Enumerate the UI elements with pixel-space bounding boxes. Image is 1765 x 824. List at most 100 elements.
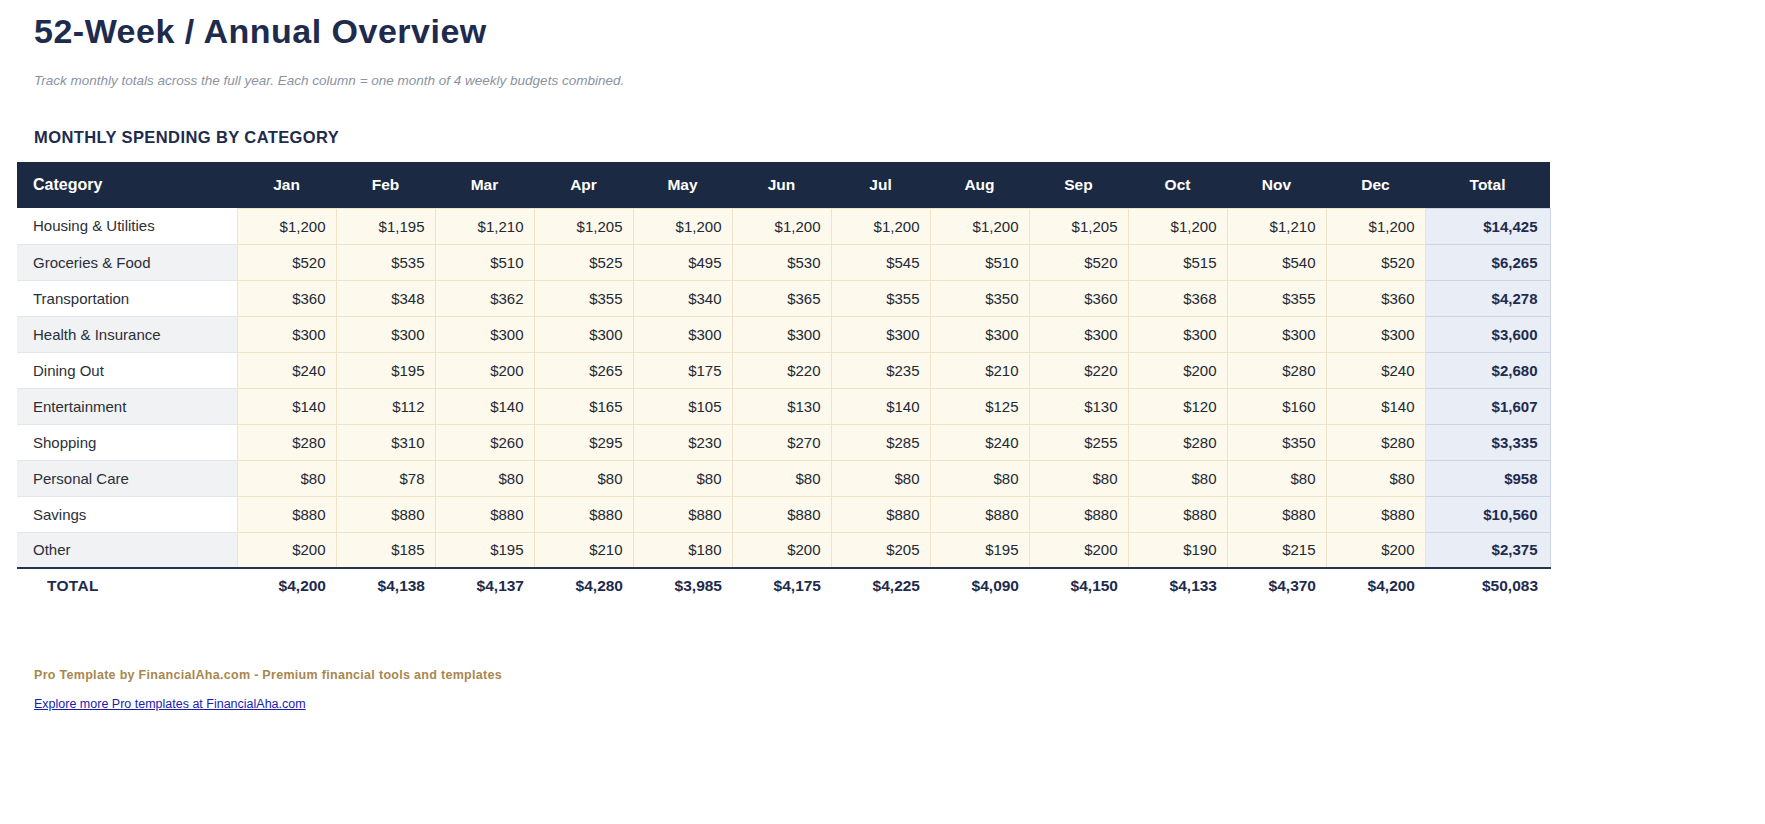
month-value-cell-may: $300 bbox=[633, 316, 732, 352]
category-cell: Other bbox=[17, 532, 237, 568]
month-value-cell-may: $230 bbox=[633, 424, 732, 460]
table-row: Groceries & Food$520$535$510$525$495$530… bbox=[17, 244, 1550, 280]
month-value-cell-jul: $205 bbox=[831, 532, 930, 568]
month-value-cell-feb: $880 bbox=[336, 496, 435, 532]
month-value-cell-apr: $880 bbox=[534, 496, 633, 532]
month-value-cell-aug: $300 bbox=[930, 316, 1029, 352]
month-value-cell-jun: $220 bbox=[732, 352, 831, 388]
month-value-cell-aug: $880 bbox=[930, 496, 1029, 532]
month-value-cell-jan: $1,200 bbox=[237, 208, 336, 244]
month-value-cell-mar: $195 bbox=[435, 532, 534, 568]
category-cell: Groceries & Food bbox=[17, 244, 237, 280]
month-value-cell-mar: $880 bbox=[435, 496, 534, 532]
month-value-cell-oct: $190 bbox=[1128, 532, 1227, 568]
month-value-cell-jan: $140 bbox=[237, 388, 336, 424]
month-value-cell-may: $495 bbox=[633, 244, 732, 280]
month-value-cell-jan: $520 bbox=[237, 244, 336, 280]
month-value-cell-nov: $1,210 bbox=[1227, 208, 1326, 244]
month-value-cell-jul: $355 bbox=[831, 280, 930, 316]
column-header-jul: Jul bbox=[831, 162, 930, 208]
explore-templates-link[interactable]: Explore more Pro templates at FinancialA… bbox=[34, 697, 306, 711]
row-total-cell: $1,607 bbox=[1425, 388, 1550, 424]
month-value-cell-jun: $365 bbox=[732, 280, 831, 316]
month-value-cell-mar: $362 bbox=[435, 280, 534, 316]
month-value-cell-apr: $1,205 bbox=[534, 208, 633, 244]
column-header-sep: Sep bbox=[1029, 162, 1128, 208]
total-month-cell-dec: $4,200 bbox=[1326, 568, 1425, 602]
month-value-cell-jul: $140 bbox=[831, 388, 930, 424]
month-value-cell-feb: $300 bbox=[336, 316, 435, 352]
table-row: Savings$880$880$880$880$880$880$880$880$… bbox=[17, 496, 1550, 532]
table-row: Housing & Utilities$1,200$1,195$1,210$1,… bbox=[17, 208, 1550, 244]
month-value-cell-mar: $140 bbox=[435, 388, 534, 424]
total-month-cell-jul: $4,225 bbox=[831, 568, 930, 602]
footer: Pro Template by FinancialAha.com - Premi… bbox=[34, 668, 502, 712]
month-value-cell-aug: $240 bbox=[930, 424, 1029, 460]
month-value-cell-apr: $525 bbox=[534, 244, 633, 280]
month-value-cell-may: $880 bbox=[633, 496, 732, 532]
month-value-cell-sep: $880 bbox=[1029, 496, 1128, 532]
column-header-category: Category bbox=[17, 162, 237, 208]
month-value-cell-dec: $200 bbox=[1326, 532, 1425, 568]
month-value-cell-feb: $112 bbox=[336, 388, 435, 424]
month-value-cell-apr: $265 bbox=[534, 352, 633, 388]
row-total-cell: $10,560 bbox=[1425, 496, 1550, 532]
month-value-cell-mar: $80 bbox=[435, 460, 534, 496]
month-value-cell-jan: $200 bbox=[237, 532, 336, 568]
month-value-cell-oct: $280 bbox=[1128, 424, 1227, 460]
month-value-cell-oct: $515 bbox=[1128, 244, 1227, 280]
month-value-cell-aug: $510 bbox=[930, 244, 1029, 280]
month-value-cell-nov: $215 bbox=[1227, 532, 1326, 568]
month-value-cell-sep: $220 bbox=[1029, 352, 1128, 388]
total-month-cell-nov: $4,370 bbox=[1227, 568, 1326, 602]
month-value-cell-jul: $1,200 bbox=[831, 208, 930, 244]
month-value-cell-aug: $80 bbox=[930, 460, 1029, 496]
category-cell: Health & Insurance bbox=[17, 316, 237, 352]
row-total-cell: $4,278 bbox=[1425, 280, 1550, 316]
month-value-cell-jun: $130 bbox=[732, 388, 831, 424]
month-value-cell-jul: $80 bbox=[831, 460, 930, 496]
header-row: CategoryJanFebMarAprMayJunJulAugSepOctNo… bbox=[17, 162, 1550, 208]
month-value-cell-oct: $300 bbox=[1128, 316, 1227, 352]
total-month-cell-feb: $4,138 bbox=[336, 568, 435, 602]
category-cell: Dining Out bbox=[17, 352, 237, 388]
month-value-cell-mar: $200 bbox=[435, 352, 534, 388]
total-month-cell-mar: $4,137 bbox=[435, 568, 534, 602]
month-value-cell-jun: $1,200 bbox=[732, 208, 831, 244]
month-value-cell-jan: $360 bbox=[237, 280, 336, 316]
month-value-cell-jun: $200 bbox=[732, 532, 831, 568]
month-value-cell-may: $80 bbox=[633, 460, 732, 496]
category-cell: Entertainment bbox=[17, 388, 237, 424]
total-row-label: TOTAL bbox=[17, 568, 237, 602]
table-row: Health & Insurance$300$300$300$300$300$3… bbox=[17, 316, 1550, 352]
column-header-may: May bbox=[633, 162, 732, 208]
month-value-cell-apr: $80 bbox=[534, 460, 633, 496]
total-month-cell-may: $3,985 bbox=[633, 568, 732, 602]
column-header-aug: Aug bbox=[930, 162, 1029, 208]
month-value-cell-sep: $1,205 bbox=[1029, 208, 1128, 244]
column-header-total: Total bbox=[1425, 162, 1550, 208]
row-total-cell: $958 bbox=[1425, 460, 1550, 496]
month-value-cell-mar: $260 bbox=[435, 424, 534, 460]
month-value-cell-jan: $80 bbox=[237, 460, 336, 496]
month-value-cell-may: $340 bbox=[633, 280, 732, 316]
month-value-cell-apr: $210 bbox=[534, 532, 633, 568]
month-value-cell-mar: $300 bbox=[435, 316, 534, 352]
row-total-cell: $2,375 bbox=[1425, 532, 1550, 568]
month-value-cell-sep: $255 bbox=[1029, 424, 1128, 460]
month-value-cell-nov: $300 bbox=[1227, 316, 1326, 352]
column-header-mar: Mar bbox=[435, 162, 534, 208]
row-total-cell: $14,425 bbox=[1425, 208, 1550, 244]
page: 52-Week / Annual Overview Track monthly … bbox=[0, 0, 1765, 824]
row-total-cell: $3,335 bbox=[1425, 424, 1550, 460]
month-value-cell-jul: $880 bbox=[831, 496, 930, 532]
month-value-cell-feb: $535 bbox=[336, 244, 435, 280]
month-value-cell-jan: $240 bbox=[237, 352, 336, 388]
month-value-cell-jan: $280 bbox=[237, 424, 336, 460]
row-total-cell: $3,600 bbox=[1425, 316, 1550, 352]
month-value-cell-nov: $280 bbox=[1227, 352, 1326, 388]
column-header-oct: Oct bbox=[1128, 162, 1227, 208]
table-row: Personal Care$80$78$80$80$80$80$80$80$80… bbox=[17, 460, 1550, 496]
column-header-jan: Jan bbox=[237, 162, 336, 208]
month-value-cell-jun: $880 bbox=[732, 496, 831, 532]
